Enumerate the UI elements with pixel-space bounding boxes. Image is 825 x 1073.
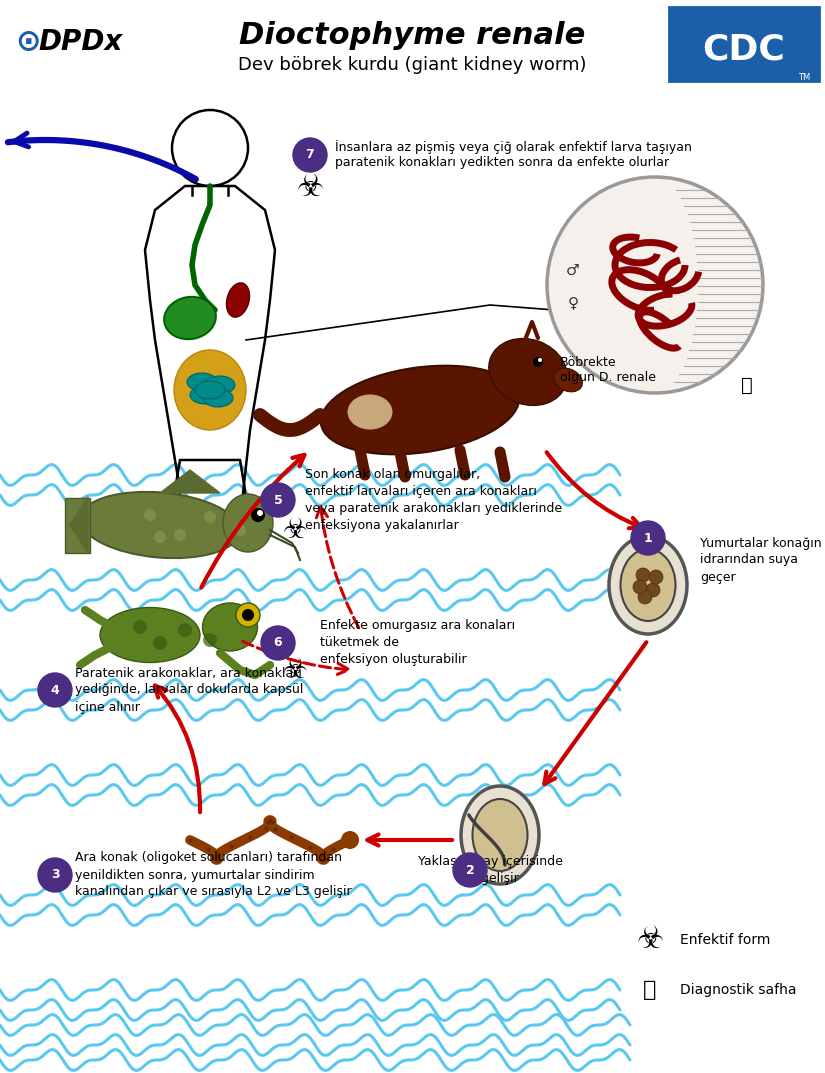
Circle shape (631, 521, 665, 555)
Ellipse shape (100, 607, 200, 662)
Text: 5: 5 (274, 494, 282, 506)
Text: Enfekte omurgasız ara konaları
tüketmek de
enfeksiyon oluşturabilir: Enfekte omurgasız ara konaları tüketmek … (320, 619, 515, 666)
Ellipse shape (488, 339, 568, 406)
Text: ♂: ♂ (566, 263, 580, 278)
Text: Paratenik arakonaklar, ara konakları
yediğinde, larvalar dokularda kapsül
içine : Paratenik arakonaklar, ara konakları yed… (75, 666, 304, 714)
Text: ⊙: ⊙ (15, 28, 40, 57)
Circle shape (638, 590, 652, 604)
Text: ☣: ☣ (282, 516, 308, 544)
Text: Yaklaşık 1 ay içerisinde
L1 gelişir: Yaklaşık 1 ay içerisinde L1 gelişir (417, 855, 563, 885)
Ellipse shape (203, 389, 233, 407)
Text: ♀: ♀ (568, 295, 578, 310)
Circle shape (341, 831, 359, 849)
Circle shape (178, 623, 192, 637)
Ellipse shape (174, 350, 246, 430)
Text: ☣: ☣ (282, 656, 308, 684)
Ellipse shape (609, 536, 687, 634)
Text: 1: 1 (644, 531, 653, 544)
Ellipse shape (195, 381, 225, 399)
Text: 2: 2 (465, 864, 474, 877)
FancyBboxPatch shape (669, 8, 819, 80)
Text: 🔬: 🔬 (741, 376, 753, 395)
Circle shape (153, 636, 167, 650)
Ellipse shape (226, 283, 249, 318)
Text: DPDx: DPDx (38, 28, 122, 56)
Circle shape (38, 858, 72, 892)
Ellipse shape (205, 376, 235, 394)
Ellipse shape (202, 603, 257, 651)
Circle shape (242, 609, 254, 621)
Circle shape (236, 603, 260, 627)
Text: Böbrekte
olgun D. renale: Böbrekte olgun D. renale (560, 356, 656, 384)
Circle shape (38, 673, 72, 707)
Text: 4: 4 (50, 684, 59, 696)
Text: Yumurtalar konağın
idrarından suya
geçer: Yumurtalar konağın idrarından suya geçer (700, 536, 822, 584)
Text: 🔬: 🔬 (644, 980, 657, 1000)
Text: Ara konak (oligoket solucanları) tarafından
yenildikten sonra, yumurtalar sindir: Ara konak (oligoket solucanları) tarafın… (75, 852, 351, 898)
Ellipse shape (473, 799, 527, 871)
Ellipse shape (620, 549, 676, 621)
Circle shape (234, 524, 246, 536)
Ellipse shape (321, 366, 519, 454)
Text: CDC: CDC (703, 33, 785, 67)
Polygon shape (160, 470, 220, 493)
Circle shape (453, 853, 487, 887)
Ellipse shape (223, 494, 273, 552)
Ellipse shape (190, 386, 220, 405)
Circle shape (144, 509, 156, 521)
Circle shape (649, 570, 663, 584)
Text: 6: 6 (274, 636, 282, 649)
Text: ☣: ☣ (636, 926, 663, 955)
Text: TM: TM (798, 73, 810, 83)
Text: ☣: ☣ (296, 174, 323, 203)
Circle shape (174, 529, 186, 541)
Polygon shape (70, 497, 88, 553)
FancyArrow shape (65, 498, 90, 553)
Text: 3: 3 (50, 868, 59, 882)
Circle shape (204, 511, 216, 523)
Circle shape (293, 138, 327, 172)
Ellipse shape (164, 297, 216, 339)
Text: Dev böbrek kurdu (giant kidney worm): Dev böbrek kurdu (giant kidney worm) (238, 56, 587, 74)
Circle shape (154, 531, 166, 543)
Ellipse shape (461, 787, 539, 884)
Circle shape (261, 483, 295, 517)
Circle shape (636, 568, 650, 582)
Circle shape (547, 177, 763, 393)
Circle shape (133, 620, 147, 634)
Text: Enfektif form: Enfektif form (680, 934, 771, 947)
Ellipse shape (80, 491, 240, 558)
Circle shape (203, 633, 217, 647)
Circle shape (533, 357, 543, 367)
Text: İnsanlara az pişmiş veya çiğ olarak enfektif larva taşıyan
paratenik konakları y: İnsanlara az pişmiş veya çiğ olarak enfe… (335, 141, 692, 170)
Circle shape (251, 508, 265, 521)
Circle shape (646, 583, 660, 597)
Circle shape (261, 626, 295, 660)
Circle shape (633, 580, 647, 594)
Text: Diagnostik safha: Diagnostik safha (680, 983, 796, 997)
Ellipse shape (554, 368, 582, 392)
Text: 7: 7 (305, 148, 314, 162)
Ellipse shape (347, 395, 393, 429)
Text: Son konak olan omurgalılar,
enfektif larvaları içeren ara konakları
veya paraten: Son konak olan omurgalılar, enfektif lar… (305, 468, 562, 532)
Circle shape (257, 510, 263, 516)
Ellipse shape (187, 373, 217, 391)
Text: Dioctophyme renale: Dioctophyme renale (239, 20, 585, 49)
Circle shape (538, 358, 542, 362)
